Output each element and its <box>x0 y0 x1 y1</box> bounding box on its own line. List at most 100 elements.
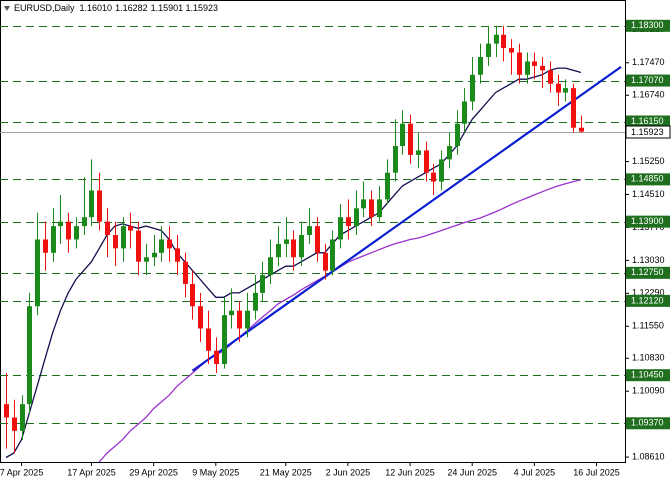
x-tick-label: 2 Jun 2025 <box>326 467 371 477</box>
candle-body <box>525 61 530 75</box>
candle-body <box>556 83 561 93</box>
y-tick-label: 1.15250 <box>632 156 665 166</box>
candle-body <box>299 235 304 258</box>
candle-body <box>494 34 499 44</box>
candle-body <box>4 404 9 418</box>
level-label: 1.16150 <box>631 116 664 126</box>
level-label: 1.13900 <box>631 216 664 226</box>
candle-body <box>276 243 281 258</box>
level-label: 1.14850 <box>631 174 664 184</box>
candle-body <box>330 239 335 271</box>
header-close: 1.15923 <box>185 3 218 13</box>
candle-body <box>532 61 537 66</box>
candle-body <box>58 221 63 227</box>
candle-body <box>144 257 149 262</box>
header: EURUSD,Daily 1.16010 1.16282 1.15901 1.15923 <box>14 3 218 13</box>
candle-body <box>159 239 164 253</box>
x-tick-label: 16 Jul 2025 <box>573 467 620 477</box>
y-tick-label: 1.08610 <box>632 451 665 461</box>
x-tick-label: 17 Apr 2025 <box>67 467 116 477</box>
chart-title: EURUSD,Daily <box>14 3 75 13</box>
level-label-box <box>626 266 670 279</box>
x-tick-label: 12 Jun 2025 <box>385 467 435 477</box>
candle-body <box>291 239 296 258</box>
candle-body <box>43 239 48 253</box>
y-tick-label: 1.13030 <box>632 255 665 265</box>
y-tick-label: 1.10090 <box>632 386 665 396</box>
candle-body <box>20 404 25 431</box>
x-tick-label: 9 May 2025 <box>192 467 239 477</box>
candle-body <box>470 74 475 102</box>
candle-body <box>478 56 483 75</box>
candle-body <box>385 172 390 200</box>
x-tick-label: 24 Jun 2025 <box>447 467 497 477</box>
candle-body <box>35 239 40 307</box>
header-open: 1.16010 <box>80 3 113 13</box>
header-high: 1.16282 <box>115 3 148 13</box>
candle-body <box>190 283 195 307</box>
candle-body <box>548 70 553 84</box>
candle-body <box>579 127 584 132</box>
candle-body <box>346 217 351 227</box>
level-label: 1.18300 <box>631 20 664 30</box>
candle-body <box>501 34 506 49</box>
candle-body <box>416 150 421 155</box>
candle-body <box>121 226 126 249</box>
candle-body <box>214 350 219 365</box>
candle-body <box>408 123 413 155</box>
candle-body <box>571 88 576 128</box>
level-label: 1.12750 <box>631 267 664 277</box>
x-tick-label: 4 Jul 2025 <box>514 467 556 477</box>
candle-body <box>167 239 172 249</box>
candle-body <box>253 292 258 311</box>
level-label-box <box>626 369 670 382</box>
candle-body <box>206 328 211 351</box>
candle-body <box>89 190 94 218</box>
candle-body <box>431 172 436 182</box>
candle-body <box>74 226 79 240</box>
candle-body <box>136 230 141 262</box>
x-tick-label: 29 Apr 2025 <box>129 467 178 477</box>
level-label: 1.10450 <box>631 370 664 380</box>
candle-body <box>260 275 265 293</box>
candle-body <box>315 226 320 253</box>
candle-body <box>82 217 87 227</box>
level-label-box <box>626 215 670 228</box>
candle-body <box>128 226 133 231</box>
candle-body <box>323 252 328 271</box>
candle-body <box>245 310 250 329</box>
y-tick-label: 1.16740 <box>632 90 665 100</box>
candle-body <box>66 221 71 240</box>
candle-body <box>175 248 180 262</box>
price-label-box <box>625 125 671 139</box>
candle-body <box>105 221 110 236</box>
candle-body <box>51 226 56 253</box>
y-tick-label: 1.12290 <box>632 288 665 298</box>
level-label-box <box>626 417 670 430</box>
header-icon <box>4 6 10 11</box>
candle-body <box>183 261 188 284</box>
candle-body <box>97 190 102 222</box>
x-tick-label: 7 Apr 2025 <box>0 467 43 477</box>
level-label-box <box>626 294 670 307</box>
candle-body <box>377 199 382 218</box>
candle-body <box>338 217 343 240</box>
level-label-box <box>626 19 670 32</box>
candle-body <box>12 417 17 431</box>
candle-body <box>268 257 273 276</box>
level-label: 1.09370 <box>631 418 664 428</box>
candle-body <box>284 239 289 244</box>
candle-body <box>447 145 452 160</box>
candle-body <box>540 65 545 71</box>
trendline <box>191 65 622 372</box>
candle-body <box>486 43 491 57</box>
y-tick-label: 1.11550 <box>632 321 664 331</box>
price-label: 1.15923 <box>631 127 664 137</box>
header-low: 1.15901 <box>151 3 184 13</box>
candle-body <box>400 123 405 146</box>
candle-body <box>509 48 514 53</box>
candle-body <box>354 208 359 227</box>
